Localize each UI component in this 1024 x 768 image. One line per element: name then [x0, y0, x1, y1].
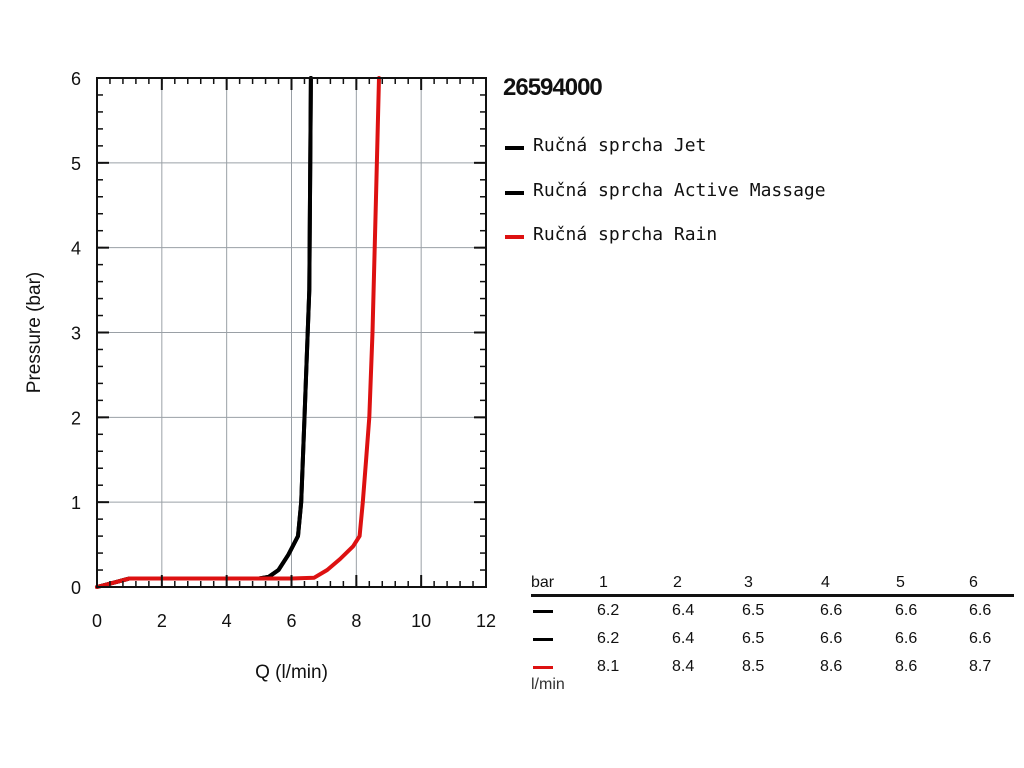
- table-cell-rain-4: 8.6: [820, 658, 843, 675]
- x-tick-label: 12: [476, 611, 496, 631]
- header-pressure-3: 3: [744, 574, 753, 591]
- flow-table: bar 1 2 3 4 5 6 6.2 6.4 6.5 6.6 6.6 6.6 …: [531, 574, 1014, 704]
- legend-item-jet: Ručná sprcha Jet: [505, 135, 826, 180]
- legend-item-rain: Ručná sprcha Rain: [505, 224, 826, 269]
- legend: Ručná sprcha Jet Ručná sprcha Active Mas…: [505, 135, 826, 269]
- y-tick-label: 6: [71, 69, 81, 89]
- legend-swatch-jet: [505, 146, 524, 150]
- table-cell-active-massage-2: 6.4: [672, 630, 695, 647]
- table-cell-rain-6: 8.7: [969, 658, 992, 675]
- y-tick-label: 1: [71, 493, 81, 513]
- table-cell-jet-4: 6.6: [820, 602, 843, 619]
- table-cell-rain-3: 8.5: [742, 658, 765, 675]
- x-axis-title: Q (l/min): [255, 662, 328, 683]
- table-cell-active-massage-4: 6.6: [820, 630, 843, 647]
- axis-ticks: [96, 77, 487, 588]
- table-cell-active-massage-6: 6.6: [969, 630, 992, 647]
- header-unit-label: bar: [531, 574, 555, 591]
- legend-label-jet: Ručná sprcha Jet: [533, 135, 707, 156]
- x-tick-label: 2: [157, 611, 167, 631]
- table-cell-jet-1: 6.2: [597, 602, 620, 619]
- table-cell-rain-2: 8.4: [672, 658, 695, 675]
- header-pressure-2: 2: [673, 574, 682, 591]
- x-tick-label: 10: [411, 611, 431, 631]
- table-cell-rain-1: 8.1: [597, 658, 620, 675]
- x-tick-label: 0: [92, 611, 102, 631]
- header-pressure-4: 4: [821, 574, 830, 591]
- x-tick-label: 4: [222, 611, 232, 631]
- y-tick-label: 0: [71, 578, 81, 598]
- y-tick-label: 2: [71, 408, 81, 428]
- table-swatch-active-massage: [533, 638, 553, 641]
- header-pressure-5: 5: [896, 574, 905, 591]
- table-swatch-rain: [533, 666, 553, 669]
- legend-label-rain: Ručná sprcha Rain: [533, 224, 718, 245]
- y-axis-title: Pressure (bar): [24, 272, 45, 393]
- table-cell-active-massage-1: 6.2: [597, 630, 620, 647]
- table-cell-active-massage-5: 6.6: [895, 630, 918, 647]
- table-cell-rain-5: 8.6: [895, 658, 918, 675]
- y-tick-label: 3: [71, 324, 81, 344]
- table-cell-jet-2: 6.4: [672, 602, 695, 619]
- table-cell-jet-6: 6.6: [969, 602, 992, 619]
- table-cell-active-massage-3: 6.5: [742, 630, 765, 647]
- legend-swatch-active-massage: [505, 190, 524, 195]
- flow-table-header: bar 1 2 3 4 5 6: [531, 574, 1014, 597]
- table-cell-jet-5: 6.6: [895, 602, 918, 619]
- table-cell-jet-3: 6.5: [742, 602, 765, 619]
- chart-grid: [97, 78, 486, 587]
- table-swatch-jet: [533, 610, 553, 613]
- legend-label-active-massage: Ručná sprcha Active Massage: [533, 179, 826, 201]
- header-pressure-6: 6: [969, 574, 978, 591]
- chart-title: 26594000: [503, 74, 603, 101]
- table-unit-label: l/min: [531, 676, 565, 693]
- x-tick-label: 8: [351, 611, 361, 631]
- header-pressure-1: 1: [599, 574, 608, 591]
- legend-swatch-rain: [505, 235, 524, 239]
- y-tick-label: 5: [71, 154, 81, 174]
- y-tick-label: 4: [71, 239, 81, 259]
- x-tick-label: 6: [286, 611, 296, 631]
- legend-item-active-massage: Ručná sprcha Active Massage: [505, 180, 826, 225]
